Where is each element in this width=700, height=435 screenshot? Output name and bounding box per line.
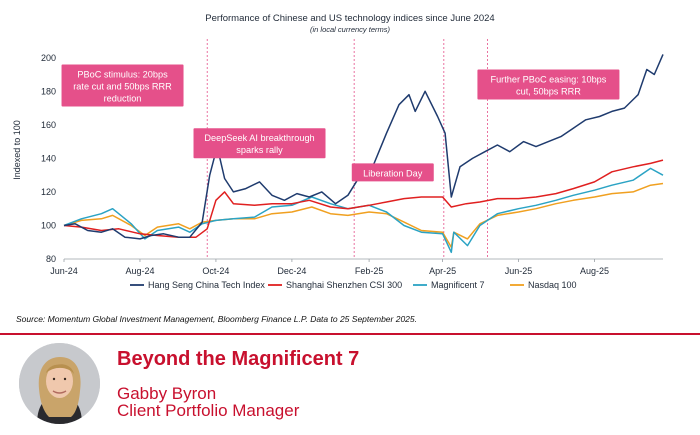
chart-subtitle: (in local currency terms)	[309, 25, 391, 34]
y-tick-label: 80	[46, 254, 56, 264]
annotation-text: PBoC stimulus: 20bps	[77, 69, 168, 79]
annotation-callout: DeepSeek AI breakthrough sparks rally	[193, 128, 326, 159]
y-tick-label: 180	[41, 86, 56, 96]
annotation-box	[351, 163, 434, 182]
annotation-text: rate cut and 50bps RRR	[73, 81, 172, 91]
y-tick-label: 100	[41, 220, 56, 230]
legend-label: Hang Seng China Tech Index	[148, 280, 265, 290]
x-tick-label: Jun-25	[505, 266, 533, 276]
chart-area: 80 100 120 140 160 180 200 Jun-24 Aug-24 Oct-24 De…	[12, 39, 664, 290]
legend-label: Magnificent 7	[431, 280, 485, 290]
annotation-callout: PBoC stimulus: 20bps rate cut and 50bps R…	[61, 64, 184, 107]
annotation-boxes: PBoC stimulus: 20bps rate cut and 50bps R…	[61, 64, 620, 182]
x-tick-label: Apr-25	[429, 266, 456, 276]
y-tick-label: 160	[41, 120, 56, 130]
x-tick-label: Aug-24	[125, 266, 154, 276]
legend-label: Nasdaq 100	[528, 280, 577, 290]
speaker-avatar	[19, 343, 100, 424]
annotation-callout: Further PBoC easing: 10bps cut, 50bps RRR	[477, 69, 620, 100]
y-tick-label: 140	[41, 153, 56, 163]
annotation-text: reduction	[104, 93, 142, 103]
portrait-image	[19, 343, 100, 424]
source-note: Source: Momentum Global Investment Manag…	[16, 314, 417, 324]
x-tick-label: Oct-24	[202, 266, 229, 276]
x-tick-label: Jun-24	[50, 266, 78, 276]
y-tick-label: 120	[41, 187, 56, 197]
speaker-role: Client Portfolio Manager	[117, 401, 300, 420]
speaker-name: Gabby Byron	[117, 384, 217, 403]
chart-title: Performance of Chinese and US technology…	[205, 13, 495, 24]
chart-legend: Hang Seng China Tech Index Shanghai Shenz…	[130, 280, 577, 290]
y-axis-label: Indexed to 100	[12, 120, 22, 180]
series-line-nasdaq	[63, 182, 664, 249]
series-lines	[63, 54, 664, 254]
x-tick-label: Aug-25	[580, 266, 609, 276]
series-line-hang-seng	[63, 54, 664, 240]
x-tick-label: Feb-25	[355, 266, 384, 276]
annotation-text: Liberation Day	[363, 168, 423, 178]
talk-title: Beyond the Magnificent 7	[117, 348, 360, 370]
annotation-box	[61, 64, 184, 107]
chart-axes: 80 100 120 140 160 180 200 Jun-24 Aug-24 Oct-24 De…	[12, 53, 663, 276]
annotation-box	[193, 128, 326, 159]
annotation-box	[477, 69, 620, 100]
legend-label: Shanghai Shenzhen CSI 300	[286, 280, 402, 290]
y-tick-label: 200	[41, 53, 56, 63]
x-tick-label: Dec-24	[277, 266, 306, 276]
annotation-text: Further PBoC easing: 10bps	[490, 75, 606, 85]
section-divider	[0, 333, 700, 335]
annotation-text: DeepSeek AI breakthrough	[204, 133, 314, 143]
annotation-callout: Liberation Day	[351, 163, 434, 182]
annotation-text: sparks rally	[236, 145, 283, 155]
annotation-text: cut, 50bps RRR	[516, 87, 581, 97]
